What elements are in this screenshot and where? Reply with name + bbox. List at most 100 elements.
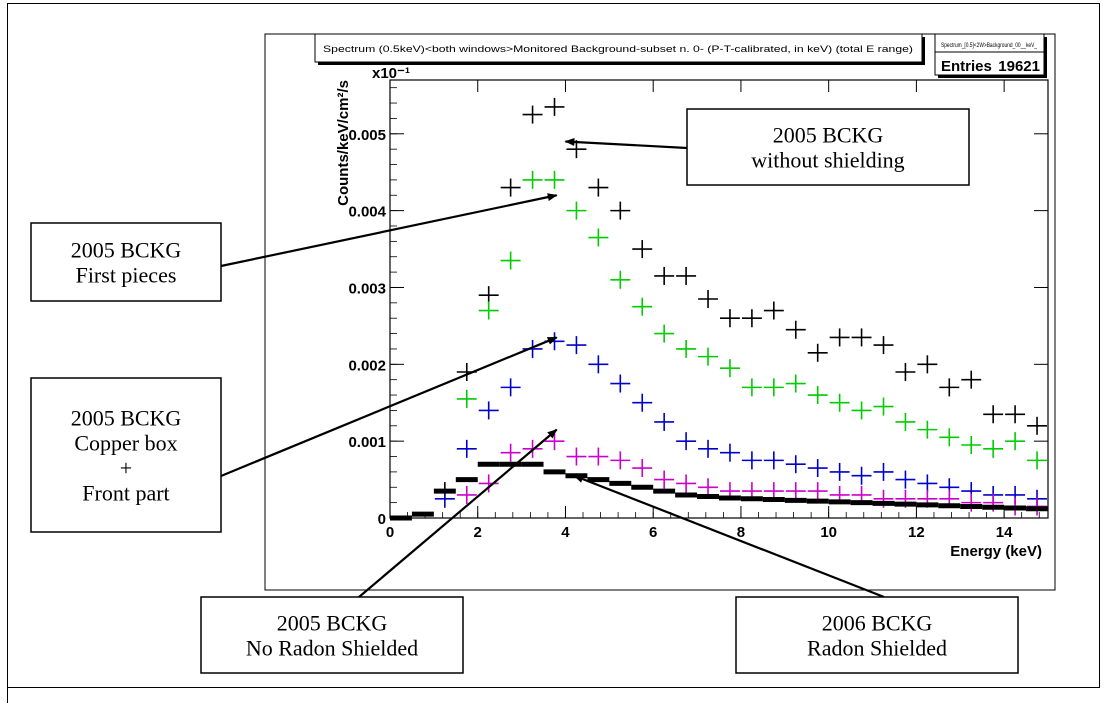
annotation-line: 2006 BCKG bbox=[822, 611, 933, 636]
data-point-1-6 bbox=[588, 228, 609, 247]
data-point-1-23 bbox=[961, 436, 982, 454]
data-point-1-12 bbox=[720, 359, 740, 378]
x-tick-label: 10 bbox=[820, 524, 837, 541]
data-point-2-16 bbox=[785, 455, 806, 474]
title-box bbox=[314, 33, 923, 63]
annotation-arrow bbox=[573, 474, 885, 599]
data-point-1-26 bbox=[1027, 451, 1047, 470]
data-point-1-22 bbox=[939, 428, 960, 447]
data-point-1-13 bbox=[741, 378, 762, 397]
data-point-0-18 bbox=[829, 328, 850, 347]
annotation-arrow bbox=[358, 428, 558, 598]
data-point-0-25 bbox=[983, 405, 1004, 424]
data-point-1-7 bbox=[610, 270, 631, 289]
annotation-box bbox=[686, 108, 970, 186]
y-tick-label: 0.004 bbox=[348, 204, 386, 221]
page-border bbox=[7, 3, 1100, 688]
data-point-0-2 bbox=[478, 286, 499, 305]
annotation-line: Front part bbox=[82, 481, 169, 506]
annotation-line: without shielding bbox=[751, 148, 904, 173]
data-point-2-11 bbox=[676, 432, 697, 451]
data-point-1-5 bbox=[566, 201, 587, 220]
data-point-2-15 bbox=[763, 451, 784, 470]
data-point-3-10 bbox=[676, 474, 697, 493]
annotation-arrow bbox=[220, 336, 558, 478]
data-marks bbox=[390, 97, 1048, 521]
y-tick-label: 0.005 bbox=[348, 127, 386, 144]
x-tick-label: 2 bbox=[474, 524, 482, 541]
data-point-0-23 bbox=[939, 378, 960, 397]
data-point-2-14 bbox=[741, 451, 762, 470]
stats-entries-value: 19621 bbox=[998, 58, 1040, 75]
data-point-2-8 bbox=[610, 374, 631, 393]
annotation-line: Radon Shielded bbox=[807, 636, 947, 661]
data-point-1-17 bbox=[829, 393, 850, 412]
annotation-box bbox=[30, 377, 222, 533]
data-point-2-6 bbox=[566, 336, 587, 355]
data-point-1-16 bbox=[807, 386, 828, 405]
data-point-3-0 bbox=[456, 485, 477, 504]
stats-box bbox=[934, 33, 1045, 76]
data-point-1-20 bbox=[895, 412, 916, 431]
data-point-1-15 bbox=[785, 374, 806, 393]
data-point-0-27 bbox=[1027, 416, 1047, 435]
data-point-1-10 bbox=[676, 339, 697, 358]
data-point-1-25 bbox=[1005, 432, 1026, 451]
data-point-0-22 bbox=[917, 355, 938, 374]
data-point-3-16 bbox=[807, 482, 828, 501]
annotation-box bbox=[735, 596, 1019, 674]
annotation-line: 2005 BCKG bbox=[71, 238, 182, 263]
annotation-box bbox=[200, 596, 464, 674]
data-point-3-11 bbox=[698, 478, 718, 497]
series-4 bbox=[390, 461, 1048, 521]
annotation-line: First pieces bbox=[76, 263, 177, 288]
data-point-2-18 bbox=[829, 462, 850, 481]
y-exponent-label: x10⁻¹ bbox=[372, 65, 410, 82]
data-point-0-14 bbox=[741, 309, 762, 328]
data-point-1-18 bbox=[851, 401, 872, 420]
data-point-0-5 bbox=[544, 97, 565, 116]
data-point-3-7 bbox=[610, 451, 631, 470]
x-tick-label: 6 bbox=[649, 524, 657, 541]
data-point-2-7 bbox=[588, 355, 609, 374]
data-point-1-21 bbox=[917, 420, 938, 439]
data-point-2-19 bbox=[851, 466, 872, 485]
y-tick-label: 0.001 bbox=[348, 434, 386, 451]
data-point-0-20 bbox=[873, 336, 894, 355]
data-point-1-1 bbox=[478, 301, 499, 320]
data-point-0-11 bbox=[676, 266, 697, 285]
x-axis-label: Energy (keV) bbox=[950, 543, 1042, 560]
y-tick-label: 0.002 bbox=[348, 357, 386, 374]
data-point-0-17 bbox=[807, 343, 828, 362]
data-point-1-0 bbox=[456, 389, 477, 408]
data-point-2-1 bbox=[456, 439, 477, 458]
data-point-0-16 bbox=[785, 320, 806, 339]
annotation-box bbox=[30, 222, 222, 302]
data-point-1-9 bbox=[654, 324, 675, 343]
data-point-0-21 bbox=[895, 363, 916, 381]
chart-title: Spectrum (0.5keV)<both windows>Monitored… bbox=[323, 44, 913, 54]
data-point-3-8 bbox=[632, 459, 653, 478]
annotation-arrow bbox=[564, 137, 688, 150]
annotation-line: 2005 BCKG bbox=[277, 611, 388, 636]
data-point-2-20 bbox=[873, 462, 894, 481]
stats-entries-label: Entries bbox=[941, 58, 992, 75]
data-point-2-3 bbox=[500, 378, 521, 397]
data-point-3-2 bbox=[500, 443, 521, 462]
annotation-line: + bbox=[120, 456, 132, 481]
annotation-arrow bbox=[220, 193, 558, 268]
data-point-1-8 bbox=[632, 297, 653, 316]
data-point-0-24 bbox=[961, 370, 982, 389]
data-point-1-24 bbox=[983, 439, 1004, 458]
y-axis-label: Counts/keV/cm²/s bbox=[335, 80, 352, 206]
data-point-3-5 bbox=[566, 447, 587, 466]
data-point-2-12 bbox=[698, 439, 718, 458]
annotation-line: 2005 BCKG bbox=[71, 406, 182, 431]
data-point-3-6 bbox=[588, 447, 609, 466]
axis-ticks: 0 2 4 6 8 10 12 14 0 0.001 0.002 0.003 0.004 0.005 bbox=[348, 80, 1048, 541]
